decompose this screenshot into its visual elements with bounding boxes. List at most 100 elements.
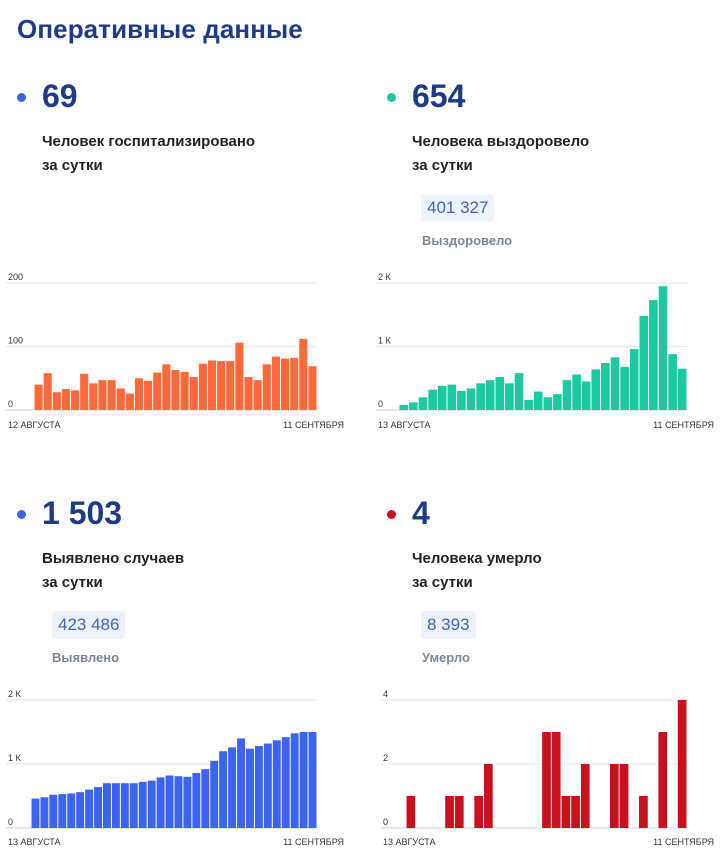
hospitalized-chart: 0 100 200 12 АВГУСТА 11 СЕНТЯБРЯ xyxy=(6,272,344,430)
recovered-desc-line2: за сутки xyxy=(412,157,473,174)
x-start-label: 13 АВГУСТА xyxy=(8,837,61,847)
bar xyxy=(495,376,505,410)
bar xyxy=(658,732,668,828)
bar xyxy=(591,369,601,410)
bar xyxy=(629,349,639,410)
y-tick-label: 100 xyxy=(8,336,23,346)
bar xyxy=(610,357,620,410)
bar xyxy=(138,781,147,828)
bar xyxy=(94,787,102,828)
bar xyxy=(543,397,553,410)
bar xyxy=(226,361,235,410)
y-tick-label: 2 К xyxy=(378,272,392,282)
deaths-number: 4 xyxy=(412,495,430,531)
bar xyxy=(553,394,562,410)
bar xyxy=(156,777,165,828)
y-tick-label: 0 xyxy=(8,399,13,409)
bar xyxy=(561,796,571,828)
bar xyxy=(299,338,308,410)
bar xyxy=(399,404,409,410)
deaths-desc-line1: Человека умерло xyxy=(412,550,542,567)
bar xyxy=(253,380,262,410)
bullet-dot xyxy=(387,510,396,519)
y-tick-label: 1 К xyxy=(378,336,392,346)
bar xyxy=(61,389,71,410)
bar xyxy=(171,369,180,410)
bar xyxy=(217,361,226,410)
bar xyxy=(246,748,254,828)
bar xyxy=(116,388,125,410)
recovered-number: 654 xyxy=(412,78,466,114)
bar xyxy=(581,381,591,410)
y-tick-label: 4 xyxy=(383,689,388,699)
bar xyxy=(71,390,80,410)
recovered-desc-line1: Человека выздоровело xyxy=(412,133,590,150)
deaths-chart: 0 2 4 13 АВГУСТА 11 СЕНТЯБРЯ xyxy=(381,689,714,847)
deaths-total-label: Умерло xyxy=(422,650,470,665)
x-start-label: 13 АВГУСТА xyxy=(378,420,431,430)
bar xyxy=(601,363,610,410)
y-tick-label: 0 xyxy=(378,399,383,409)
x-end-label: 11 СЕНТЯБРЯ xyxy=(283,420,344,430)
bar xyxy=(677,700,687,828)
bar xyxy=(445,796,454,828)
bar xyxy=(562,380,572,410)
bar xyxy=(524,399,533,410)
bar xyxy=(406,796,416,828)
bar xyxy=(281,737,290,828)
bar xyxy=(262,364,271,410)
y-tick-label: 2 xyxy=(383,753,388,763)
bar xyxy=(505,383,514,410)
bar xyxy=(280,358,290,410)
bar xyxy=(542,732,551,828)
bar xyxy=(474,796,484,828)
bar xyxy=(514,373,524,410)
page-title: Оперативные данные xyxy=(17,14,303,44)
bar xyxy=(571,796,580,828)
bar xyxy=(476,383,485,410)
bar xyxy=(580,764,590,828)
bar xyxy=(409,402,418,410)
bar xyxy=(649,300,658,410)
bar xyxy=(49,794,58,828)
bar xyxy=(308,732,317,828)
y-tick-label: 0 xyxy=(8,817,13,827)
hospitalized-desc-line1: Человек госпитализировано xyxy=(42,133,256,150)
bar xyxy=(271,356,280,410)
y-tick-label: 0 xyxy=(383,817,388,827)
x-end-label: 11 СЕНТЯБРЯ xyxy=(283,837,344,847)
bar xyxy=(272,740,281,828)
bar xyxy=(165,775,174,828)
bar xyxy=(120,783,129,828)
bar xyxy=(639,316,649,410)
bar xyxy=(244,376,253,410)
hospitalized-number: 69 xyxy=(42,78,78,114)
bar xyxy=(111,783,120,828)
detected-chart: 0 1 К 2 К 13 АВГУСТА 11 СЕНТЯБРЯ xyxy=(6,689,344,847)
bar xyxy=(484,764,493,828)
bullet-dot xyxy=(387,93,396,102)
bar xyxy=(80,373,89,410)
bar xyxy=(129,783,138,828)
y-tick-label: 2 К xyxy=(8,689,22,699)
bar xyxy=(299,732,308,828)
x-start-label: 12 АВГУСТА xyxy=(8,420,61,430)
bar xyxy=(237,738,245,828)
x-end-label: 11 СЕНТЯБРЯ xyxy=(653,420,714,430)
bar xyxy=(551,732,561,828)
bar xyxy=(192,772,201,828)
bar xyxy=(162,364,171,410)
detected-total-badge: 423 486 xyxy=(52,611,126,639)
hospitalized-desc-line2: за сутки xyxy=(42,157,103,174)
deaths-total-badge: 8 393 xyxy=(421,611,476,639)
bar xyxy=(609,764,619,828)
bar xyxy=(76,792,85,828)
bar xyxy=(437,385,447,410)
bar xyxy=(619,764,629,828)
bar xyxy=(43,373,52,410)
bar xyxy=(40,797,49,828)
bar xyxy=(533,391,543,410)
bar xyxy=(189,376,198,410)
x-end-label: 11 СЕНТЯБРЯ xyxy=(653,837,714,847)
